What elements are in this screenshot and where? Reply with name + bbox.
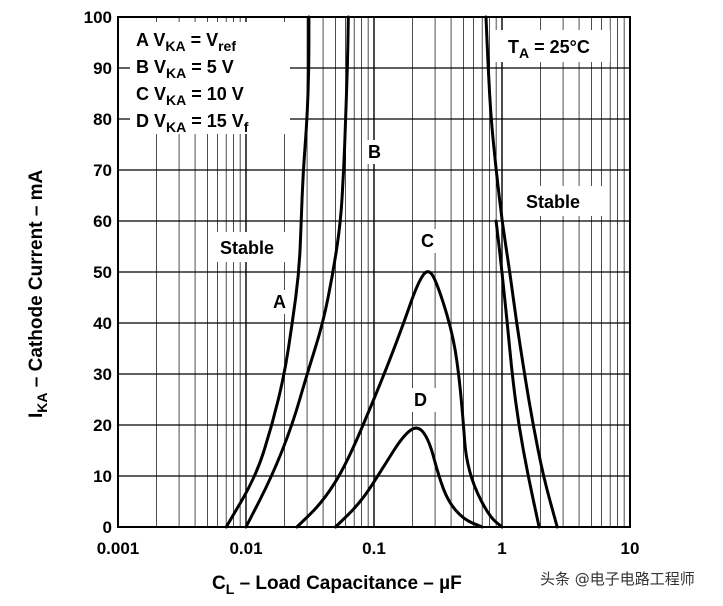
- x-axis-title: CL – Load Capacitance – µF: [212, 573, 462, 597]
- watermark-text: 头条 @电子电路工程师: [540, 570, 695, 588]
- y-tick-label: 90: [93, 59, 112, 78]
- curve-label-b-bg: [364, 140, 388, 164]
- curve-label-a: A: [273, 292, 286, 312]
- x-tick-labels: 0.001 0.01 0.1 1 10: [97, 539, 640, 558]
- curve-d: [334, 426, 484, 529]
- y-tick-label: 50: [93, 263, 112, 282]
- y-tick-labels: 0 10 20 30 40 50 60 70 80 90 100: [84, 8, 112, 537]
- x-tick-label: 0.001: [97, 539, 140, 558]
- y-tick-label: 60: [93, 212, 112, 231]
- legend-entry: D VKA = 15 Vf: [136, 111, 249, 135]
- x-tick-label: 0.01: [229, 539, 262, 558]
- curves: [224, 15, 559, 529]
- x-tick-label: 10: [621, 539, 640, 558]
- legend-entry: B VKA = 5 V: [136, 57, 234, 81]
- stable-right-bg: [518, 186, 606, 216]
- stable-label-right: Stable: [526, 192, 580, 212]
- y-tick-label: 100: [84, 8, 112, 27]
- curve-label-a-bg: [270, 290, 292, 314]
- condition-label: TA = 25°C: [508, 37, 590, 61]
- plot-frame: [117, 16, 631, 528]
- y-tick-label: 0: [103, 518, 112, 537]
- stable-left-bg: [212, 232, 292, 262]
- condition-box: [492, 30, 610, 62]
- y-tick-label: 80: [93, 110, 112, 129]
- stable-label-left: Stable: [220, 238, 274, 258]
- y-tick-label: 10: [93, 467, 112, 486]
- legend-box: [130, 22, 290, 134]
- legend: A VKA = Vref B VKA = 5 V C VKA = 10 V D VKA…: [136, 30, 249, 135]
- curve-c: [295, 270, 504, 529]
- y-tick-label: 30: [93, 365, 112, 384]
- y-tick-label: 40: [93, 314, 112, 333]
- curve-b: [244, 15, 350, 529]
- legend-entry: A VKA = Vref: [136, 30, 236, 54]
- y-tick-label: 70: [93, 161, 112, 180]
- curve-b_right: [484, 15, 559, 529]
- curve-label-b: B: [368, 142, 381, 162]
- x-tick-label: 0.1: [362, 539, 386, 558]
- curve-label-c: C: [421, 231, 434, 251]
- legend-entry: C VKA = 10 V: [136, 84, 244, 108]
- curve-c_right: [494, 219, 541, 529]
- y-axis-title: IKA – Cathode Current – mA: [26, 169, 50, 418]
- curve-label-c-bg: [418, 229, 442, 253]
- curve-label-d: D: [414, 390, 427, 410]
- y-tick-label: 20: [93, 416, 112, 435]
- x-tick-label: 1: [497, 539, 506, 558]
- curve-label-d-bg: [410, 388, 436, 412]
- curve-a: [224, 15, 311, 529]
